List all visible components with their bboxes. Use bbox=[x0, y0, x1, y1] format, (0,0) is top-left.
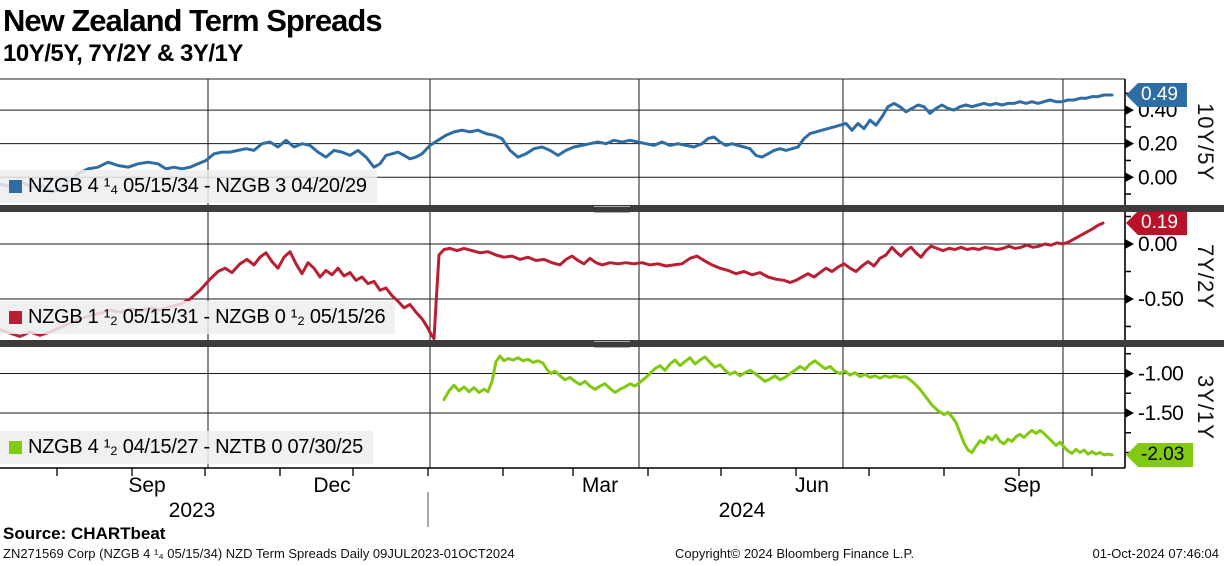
legend-swatch bbox=[9, 180, 22, 193]
legend-text: NZGB 4 ¹₂ 04/15/27 - NZTB 0 07/30/25 bbox=[28, 436, 363, 458]
axis-tick-arrow bbox=[1125, 239, 1134, 249]
source-label: Source: CHARTbeat bbox=[3, 524, 166, 543]
x-month-label: Sep bbox=[128, 474, 166, 497]
chart-subtitle: 10Y/5Y, 7Y/2Y & 3Y/1Y bbox=[3, 40, 243, 67]
y-tick-label: -1.00 bbox=[1138, 362, 1183, 385]
x-month-label: Dec bbox=[313, 474, 351, 497]
axis-tick-arrow bbox=[1125, 293, 1134, 304]
panel-divider-1[interactable] bbox=[0, 205, 1224, 213]
legend-swatch bbox=[9, 441, 22, 454]
chart-title: New Zealand Term Spreads bbox=[3, 3, 383, 38]
footer-copyright: Copyright© 2024 Bloomberg Finance L.P. bbox=[675, 546, 915, 561]
divider-grip[interactable] bbox=[594, 341, 630, 348]
last-value-badge-1: 0.49 bbox=[1126, 83, 1187, 107]
legend-text: NZGB 4 ¹₄ 05/15/34 - NZGB 3 04/20/29 bbox=[28, 175, 367, 197]
series-line-3y-1y bbox=[442, 354, 1114, 457]
footer-security-info: ZN271569 Corp (NZGB 4 ¹₄ 05/15/34) NZD T… bbox=[3, 546, 515, 561]
panel-axis-label-3: 3Y/1Y bbox=[1193, 375, 1218, 440]
axis-tick-arrow bbox=[1125, 368, 1134, 379]
x-month-label: Jun bbox=[795, 474, 829, 497]
y-tick-label: -0.50 bbox=[1138, 288, 1183, 311]
axis-tick-arrow bbox=[1125, 407, 1134, 418]
panel-divider-2[interactable] bbox=[0, 340, 1224, 348]
x-year-label: 2024 bbox=[718, 499, 766, 522]
legend-1[interactable]: NZGB 4 ¹₄ 05/15/34 - NZGB 3 04/20/29 bbox=[0, 170, 377, 203]
x-year-label: 2023 bbox=[168, 499, 216, 522]
y-tick-label: 0.20 bbox=[1138, 133, 1177, 156]
last-value-badge-2: 0.19 bbox=[1126, 211, 1187, 235]
y-tick-label: 0.00 bbox=[1138, 166, 1177, 189]
axis-tick-arrow bbox=[1125, 138, 1134, 149]
y-tick-label: 0.00 bbox=[1138, 233, 1177, 256]
legend-text: NZGB 1 ¹₂ 05/15/31 - NZGB 0 ¹₂ 05/15/26 bbox=[28, 306, 386, 328]
panel-axis-label-1: 10Y/5Y bbox=[1193, 102, 1218, 182]
legend-swatch bbox=[9, 311, 22, 324]
legend-3[interactable]: NZGB 4 ¹₂ 04/15/27 - NZTB 0 07/30/25 bbox=[0, 431, 373, 464]
panel-axis-label-2: 7Y/2Y bbox=[1193, 243, 1218, 309]
x-month-label: Sep bbox=[1003, 474, 1041, 497]
divider-grip[interactable] bbox=[594, 206, 630, 213]
x-month-label: Mar bbox=[581, 474, 619, 497]
legend-2[interactable]: NZGB 1 ¹₂ 05/15/31 - NZGB 0 ¹₂ 05/15/26 bbox=[0, 301, 396, 334]
axis-tick-arrow bbox=[1125, 172, 1134, 183]
axis-tick-arrow bbox=[1125, 105, 1134, 116]
footer-timestamp: 01-Oct-2024 07:46:04 bbox=[1092, 546, 1219, 561]
series-line-7y-2y bbox=[0, 221, 1105, 341]
last-value-badge-3: -2.03 bbox=[1126, 443, 1194, 467]
y-tick-label: -1.50 bbox=[1138, 402, 1183, 425]
series-line-10y-5y bbox=[0, 93, 1114, 194]
